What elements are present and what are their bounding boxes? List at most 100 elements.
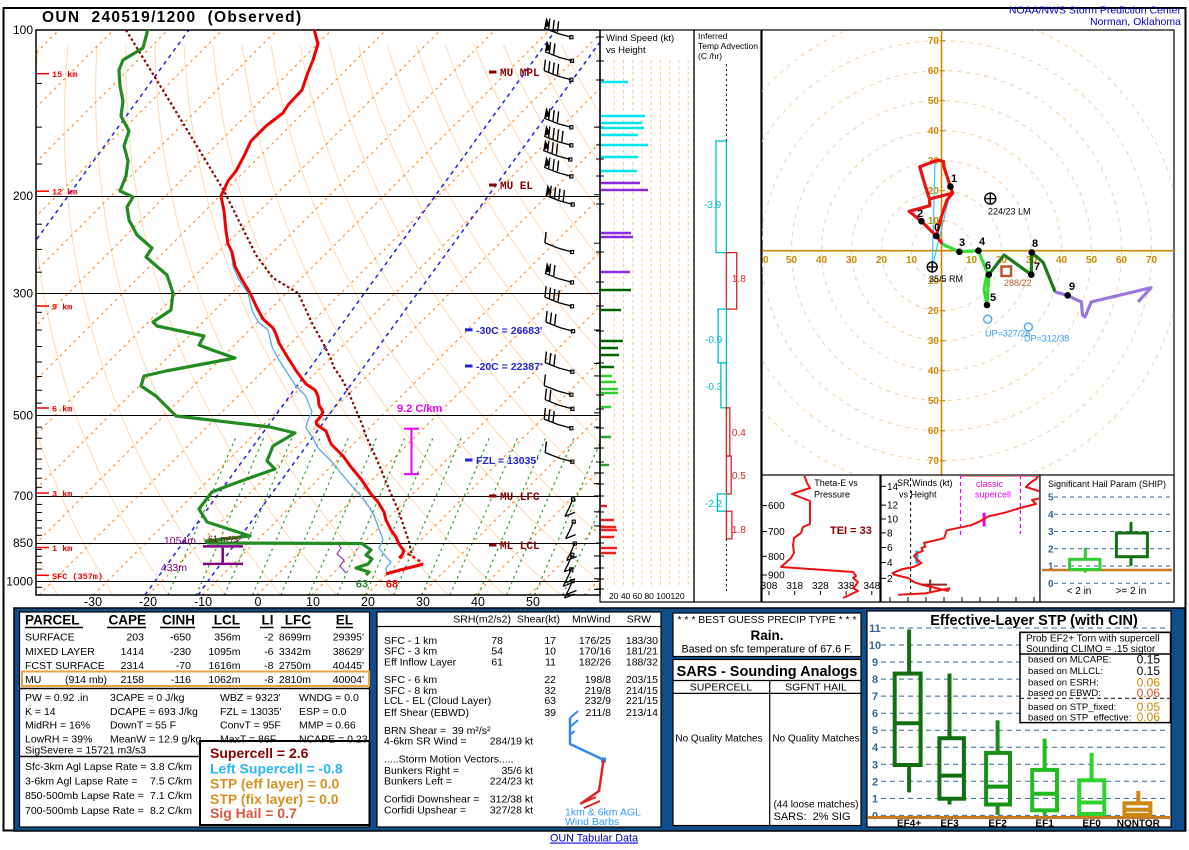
svg-text:40004': 40004' [333,674,364,686]
svg-text:Norman, Oklahoma: Norman, Oklahoma [1090,16,1181,28]
svg-text:1095m: 1095m [208,646,240,658]
svg-text:1.8: 1.8 [732,274,746,285]
svg-text:9.2 C/km: 9.2 C/km [397,403,442,415]
svg-text:-650: -650 [170,632,191,644]
svg-text:10: 10 [869,640,881,652]
svg-text:1: 1 [872,793,878,805]
svg-text:22: 22 [544,674,556,686]
svg-text:63: 63 [356,579,368,591]
svg-text:UP=327/28: UP=327/28 [985,329,1030,339]
svg-text:188/32: 188/32 [626,656,658,668]
svg-text:Left Supercell = -0.8: Left Supercell = -0.8 [210,760,343,776]
svg-text:SFC - 6 km: SFC - 6 km [384,674,437,686]
svg-text:9: 9 [872,657,878,669]
svg-text:SFC (357m): SFC (357m) [52,572,103,582]
svg-text:0.5: 0.5 [732,471,746,482]
svg-text:200: 200 [13,189,33,203]
svg-text:SGFNT HAIL: SGFNT HAIL [785,682,847,694]
svg-text:Sfc-3km Agl Lapse Rate =: Sfc-3km Agl Lapse Rate = [25,761,147,773]
svg-text:11: 11 [869,623,881,635]
svg-text:300: 300 [13,287,33,301]
svg-text:10: 10 [887,515,899,526]
svg-text:DCAPE = 693 J/kg: DCAPE = 693 J/kg [110,706,198,718]
svg-text:Wind Barbs: Wind Barbs [565,816,619,828]
svg-text:338: 338 [838,581,855,592]
svg-text:Based on sfc temperature of 67: Based on sfc temperature of 67.6 F. [681,644,852,656]
svg-text:181/21: 181/21 [626,645,658,657]
svg-text:Corfidi Upshear =: Corfidi Upshear = [384,805,466,817]
svg-text:318: 318 [786,581,803,592]
svg-text:8: 8 [887,528,893,539]
svg-text:0.4: 0.4 [732,428,746,439]
svg-text:NONTOR: NONTOR [1117,819,1161,830]
svg-text:LI: LI [262,613,274,628]
svg-text:.....Storm Motion Vectors.....: .....Storm Motion Vectors..... [384,754,514,766]
svg-text:based on STP_effective:: based on STP_effective: [1028,712,1131,723]
svg-text:198/8: 198/8 [585,674,611,686]
svg-text:4: 4 [872,742,879,754]
svg-text:NCAPE = 0.23: NCAPE = 0.23 [299,733,368,745]
svg-text:Theta-E vs: Theta-E vs [814,478,858,488]
svg-text:classic: classic [976,479,1004,489]
svg-text:12 km: 12 km [52,188,78,198]
svg-text:NOAA/NWS Storm Prediction Cent: NOAA/NWS Storm Prediction Center [1009,5,1182,17]
svg-text:40: 40 [928,366,940,377]
svg-text:DownT = 55 F: DownT = 55 F [110,720,176,732]
svg-text:30: 30 [416,595,430,609]
svg-text:1: 1 [1048,562,1054,573]
svg-text:32: 32 [544,685,556,697]
svg-text:1054m: 1054m [164,535,196,547]
svg-text:11: 11 [545,656,556,668]
svg-text:50: 50 [928,396,940,407]
svg-text:1616m: 1616m [208,660,240,672]
svg-text:8: 8 [1032,238,1038,250]
svg-text:WBZ = 9323': WBZ = 9323' [220,692,281,704]
svg-text:vs Height: vs Height [899,490,937,500]
svg-text:8.2 C/km: 8.2 C/km [150,805,192,817]
svg-text:850: 850 [13,536,33,550]
svg-text:LCL: LCL [214,613,240,628]
svg-text:1062m: 1062m [208,674,240,686]
svg-text:312/38 kt: 312/38 kt [490,794,533,806]
svg-text:SURFACE: SURFACE [25,632,75,644]
svg-text:29395': 29395' [333,632,364,644]
svg-text:FZL = 13035': FZL = 13035' [476,455,539,467]
svg-text:SFC - 1 km: SFC - 1 km [384,635,437,647]
svg-text:60: 60 [1116,255,1128,266]
svg-text:0.06: 0.06 [1137,676,1161,690]
svg-text:100: 100 [13,23,33,37]
svg-text:-70: -70 [176,660,191,672]
svg-text:10: 10 [906,255,918,266]
svg-text:224/23 LM: 224/23 LM [988,207,1031,217]
svg-text:0: 0 [934,222,940,234]
svg-text:600: 600 [768,501,785,512]
svg-text:Sounding CLIMO = .15 sigtor: Sounding CLIMO = .15 sigtor [1026,644,1156,655]
svg-text:2314: 2314 [121,660,145,672]
svg-text:0: 0 [255,595,262,609]
svg-text:61 m²/s²: 61 m²/s² [208,534,241,544]
svg-text:EF4+: EF4+ [897,819,921,830]
svg-text:20: 20 [928,306,940,317]
svg-text:CINH: CINH [162,613,195,628]
svg-text:LowRH = 39%: LowRH = 39% [25,733,92,745]
svg-text:CAPE: CAPE [108,613,146,628]
svg-text:Sig Hail = 0.7: Sig Hail = 0.7 [210,805,297,821]
svg-text:10: 10 [928,276,940,287]
svg-text:Shear(kt): Shear(kt) [517,614,560,626]
svg-text:40: 40 [816,255,828,266]
svg-text:40445': 40445' [333,660,364,672]
svg-text:based on STP_fixed:: based on STP_fixed: [1028,702,1116,713]
svg-text:6 km: 6 km [52,405,72,415]
svg-text:3342m: 3342m [279,646,311,658]
svg-text:20 40 60 80 100120: 20 40 60 80 100120 [609,591,685,601]
svg-text:284/19 kt: 284/19 kt [490,735,533,747]
svg-text:PARCEL: PARCEL [25,613,80,628]
svg-text:EF1: EF1 [1035,819,1054,830]
svg-text:1414: 1414 [121,646,145,658]
svg-text:OUN 240519/1200 (Observed): OUN 240519/1200 (Observed) [42,9,302,26]
svg-text:50: 50 [526,595,540,609]
svg-text:800: 800 [768,552,785,563]
svg-text:900: 900 [768,571,785,582]
svg-text:MIXED LAYER: MIXED LAYER [25,646,95,658]
svg-text:Bunkers Left =: Bunkers Left = [384,776,452,788]
